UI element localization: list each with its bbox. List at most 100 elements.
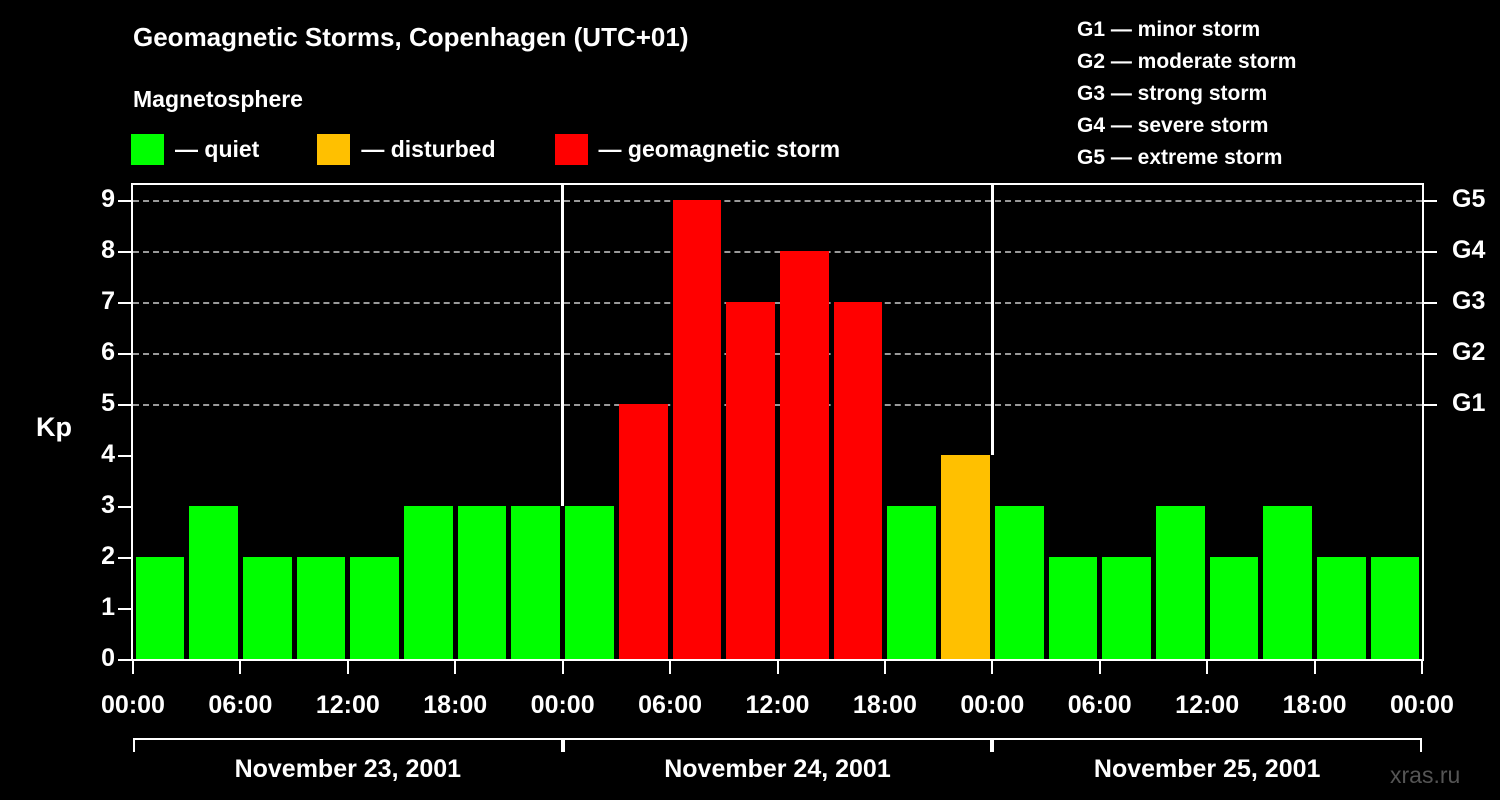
g-scale-line-g4: G4 — severe storm [1077, 114, 1269, 137]
plot-inner [133, 185, 1422, 659]
day-separator [561, 185, 565, 506]
y-tick-label: 0 [101, 644, 115, 672]
x-tick-label: 18:00 [852, 691, 917, 719]
x-tick-label: 18:00 [1282, 691, 1347, 719]
x-tick-mark [346, 661, 349, 674]
bar[interactable] [1209, 557, 1259, 659]
page-title: Geomagnetic Storms, Copenhagen (UTC+01) [133, 22, 689, 52]
x-tick-mark [883, 661, 886, 674]
x-tick-label: 18:00 [423, 691, 488, 719]
g-tick-mark [1424, 404, 1437, 406]
x-tick-mark [454, 661, 457, 674]
y-tick-label: 9 [101, 185, 115, 213]
bar[interactable] [780, 251, 829, 659]
bar[interactable] [726, 302, 775, 659]
x-tick-mark [1098, 661, 1101, 674]
legend-item-disturbed: — disturbed [317, 133, 496, 165]
bar[interactable] [1102, 557, 1151, 659]
y-tick-mark [118, 557, 131, 559]
date-bracket [562, 738, 993, 752]
y-tick-mark [118, 506, 131, 508]
x-tick-label: 12:00 [315, 691, 380, 719]
g-tick-mark [1424, 200, 1437, 202]
x-tick-label: 00:00 [530, 691, 595, 719]
x-tick-mark [132, 661, 134, 674]
bar[interactable] [1155, 506, 1205, 659]
x-tick-mark [561, 661, 564, 674]
y-tick-mark [118, 659, 131, 661]
bar[interactable] [1263, 506, 1313, 659]
g-axis-label-g1: G1 [1452, 389, 1486, 417]
gridline-kp-7 [133, 302, 1422, 304]
y-tick-label: 4 [101, 440, 115, 468]
bar[interactable] [565, 506, 614, 659]
y-axis-title: Kp [36, 412, 72, 442]
x-tick-mark [991, 661, 994, 674]
y-tick-label: 8 [101, 236, 115, 264]
bar[interactable] [242, 557, 292, 659]
y-tick-mark [118, 608, 131, 610]
x-tick-mark [1313, 661, 1316, 674]
y-tick-label: 5 [101, 389, 115, 417]
date-bracket [992, 738, 1422, 752]
bar[interactable] [135, 557, 185, 659]
bar[interactable] [1370, 557, 1420, 659]
bar[interactable] [189, 506, 238, 659]
bar[interactable] [1317, 557, 1366, 659]
legend-swatch-storm [554, 133, 588, 165]
bar[interactable] [941, 455, 990, 659]
x-tick-label: 00:00 [101, 691, 165, 719]
legend-heading: Magnetosphere [133, 86, 303, 112]
bar[interactable] [457, 506, 507, 659]
legend-label-storm: — geomagnetic storm [598, 135, 841, 162]
y-tick-label: 3 [101, 491, 115, 519]
x-tick-mark [1206, 661, 1209, 674]
bar[interactable] [296, 557, 346, 659]
legend-item-storm: — geomagnetic storm [554, 133, 841, 165]
g-tick-mark [1424, 353, 1437, 355]
color-legend: — quiet — disturbed — geomagnetic storm [131, 133, 840, 165]
g-scale-line-g1: G1 — minor storm [1077, 18, 1261, 41]
bar[interactable] [1048, 557, 1098, 659]
x-tick-label: 06:00 [1067, 691, 1132, 719]
y-tick-mark [118, 404, 131, 406]
bar[interactable] [404, 506, 453, 659]
g-scale-line-g5: G5 — extreme storm [1077, 146, 1283, 169]
bar[interactable] [672, 200, 722, 659]
legend-label-quiet: — quiet [175, 135, 260, 162]
day-separator [990, 185, 994, 455]
gridline-kp-8 [133, 251, 1422, 253]
g-scale-line-g3: G3 — strong storm [1077, 82, 1268, 105]
y-tick-label: 2 [101, 542, 115, 570]
g-axis-label-g2: G2 [1452, 338, 1486, 366]
watermark: xras.ru [1390, 762, 1461, 788]
y-tick-mark [118, 200, 131, 202]
x-tick-label: 00:00 [1390, 691, 1454, 719]
x-tick-label: 00:00 [960, 691, 1025, 719]
bar[interactable] [511, 506, 561, 659]
date-label: November 23, 2001 [234, 755, 462, 783]
plot-area [131, 183, 1424, 661]
date-label: November 24, 2001 [664, 755, 891, 783]
g-axis-label-g5: G5 [1452, 185, 1486, 213]
bar[interactable] [887, 506, 937, 659]
gridline-kp-6 [133, 353, 1422, 355]
g-tick-mark [1424, 302, 1437, 304]
bar[interactable] [350, 557, 400, 659]
y-tick-label: 6 [101, 338, 115, 366]
bar[interactable] [994, 506, 1044, 659]
x-tick-label: 12:00 [745, 691, 810, 719]
g-scale-legend: G1 — minor storm G2 — moderate storm G3 … [1077, 14, 1296, 174]
x-tick-mark [239, 661, 242, 674]
bar[interactable] [833, 302, 883, 659]
y-tick-mark [118, 455, 131, 457]
y-tick-mark [118, 302, 131, 304]
legend-item-quiet: — quiet [131, 133, 260, 165]
bar[interactable] [618, 404, 668, 659]
g-scale-line-g2: G2 — moderate storm [1077, 50, 1297, 73]
gridline-kp-9 [133, 200, 1422, 202]
x-tick-mark [776, 661, 779, 674]
y-tick-label: 1 [101, 593, 115, 621]
date-bracket [133, 738, 563, 752]
g-axis-label-g4: G4 [1452, 236, 1486, 264]
